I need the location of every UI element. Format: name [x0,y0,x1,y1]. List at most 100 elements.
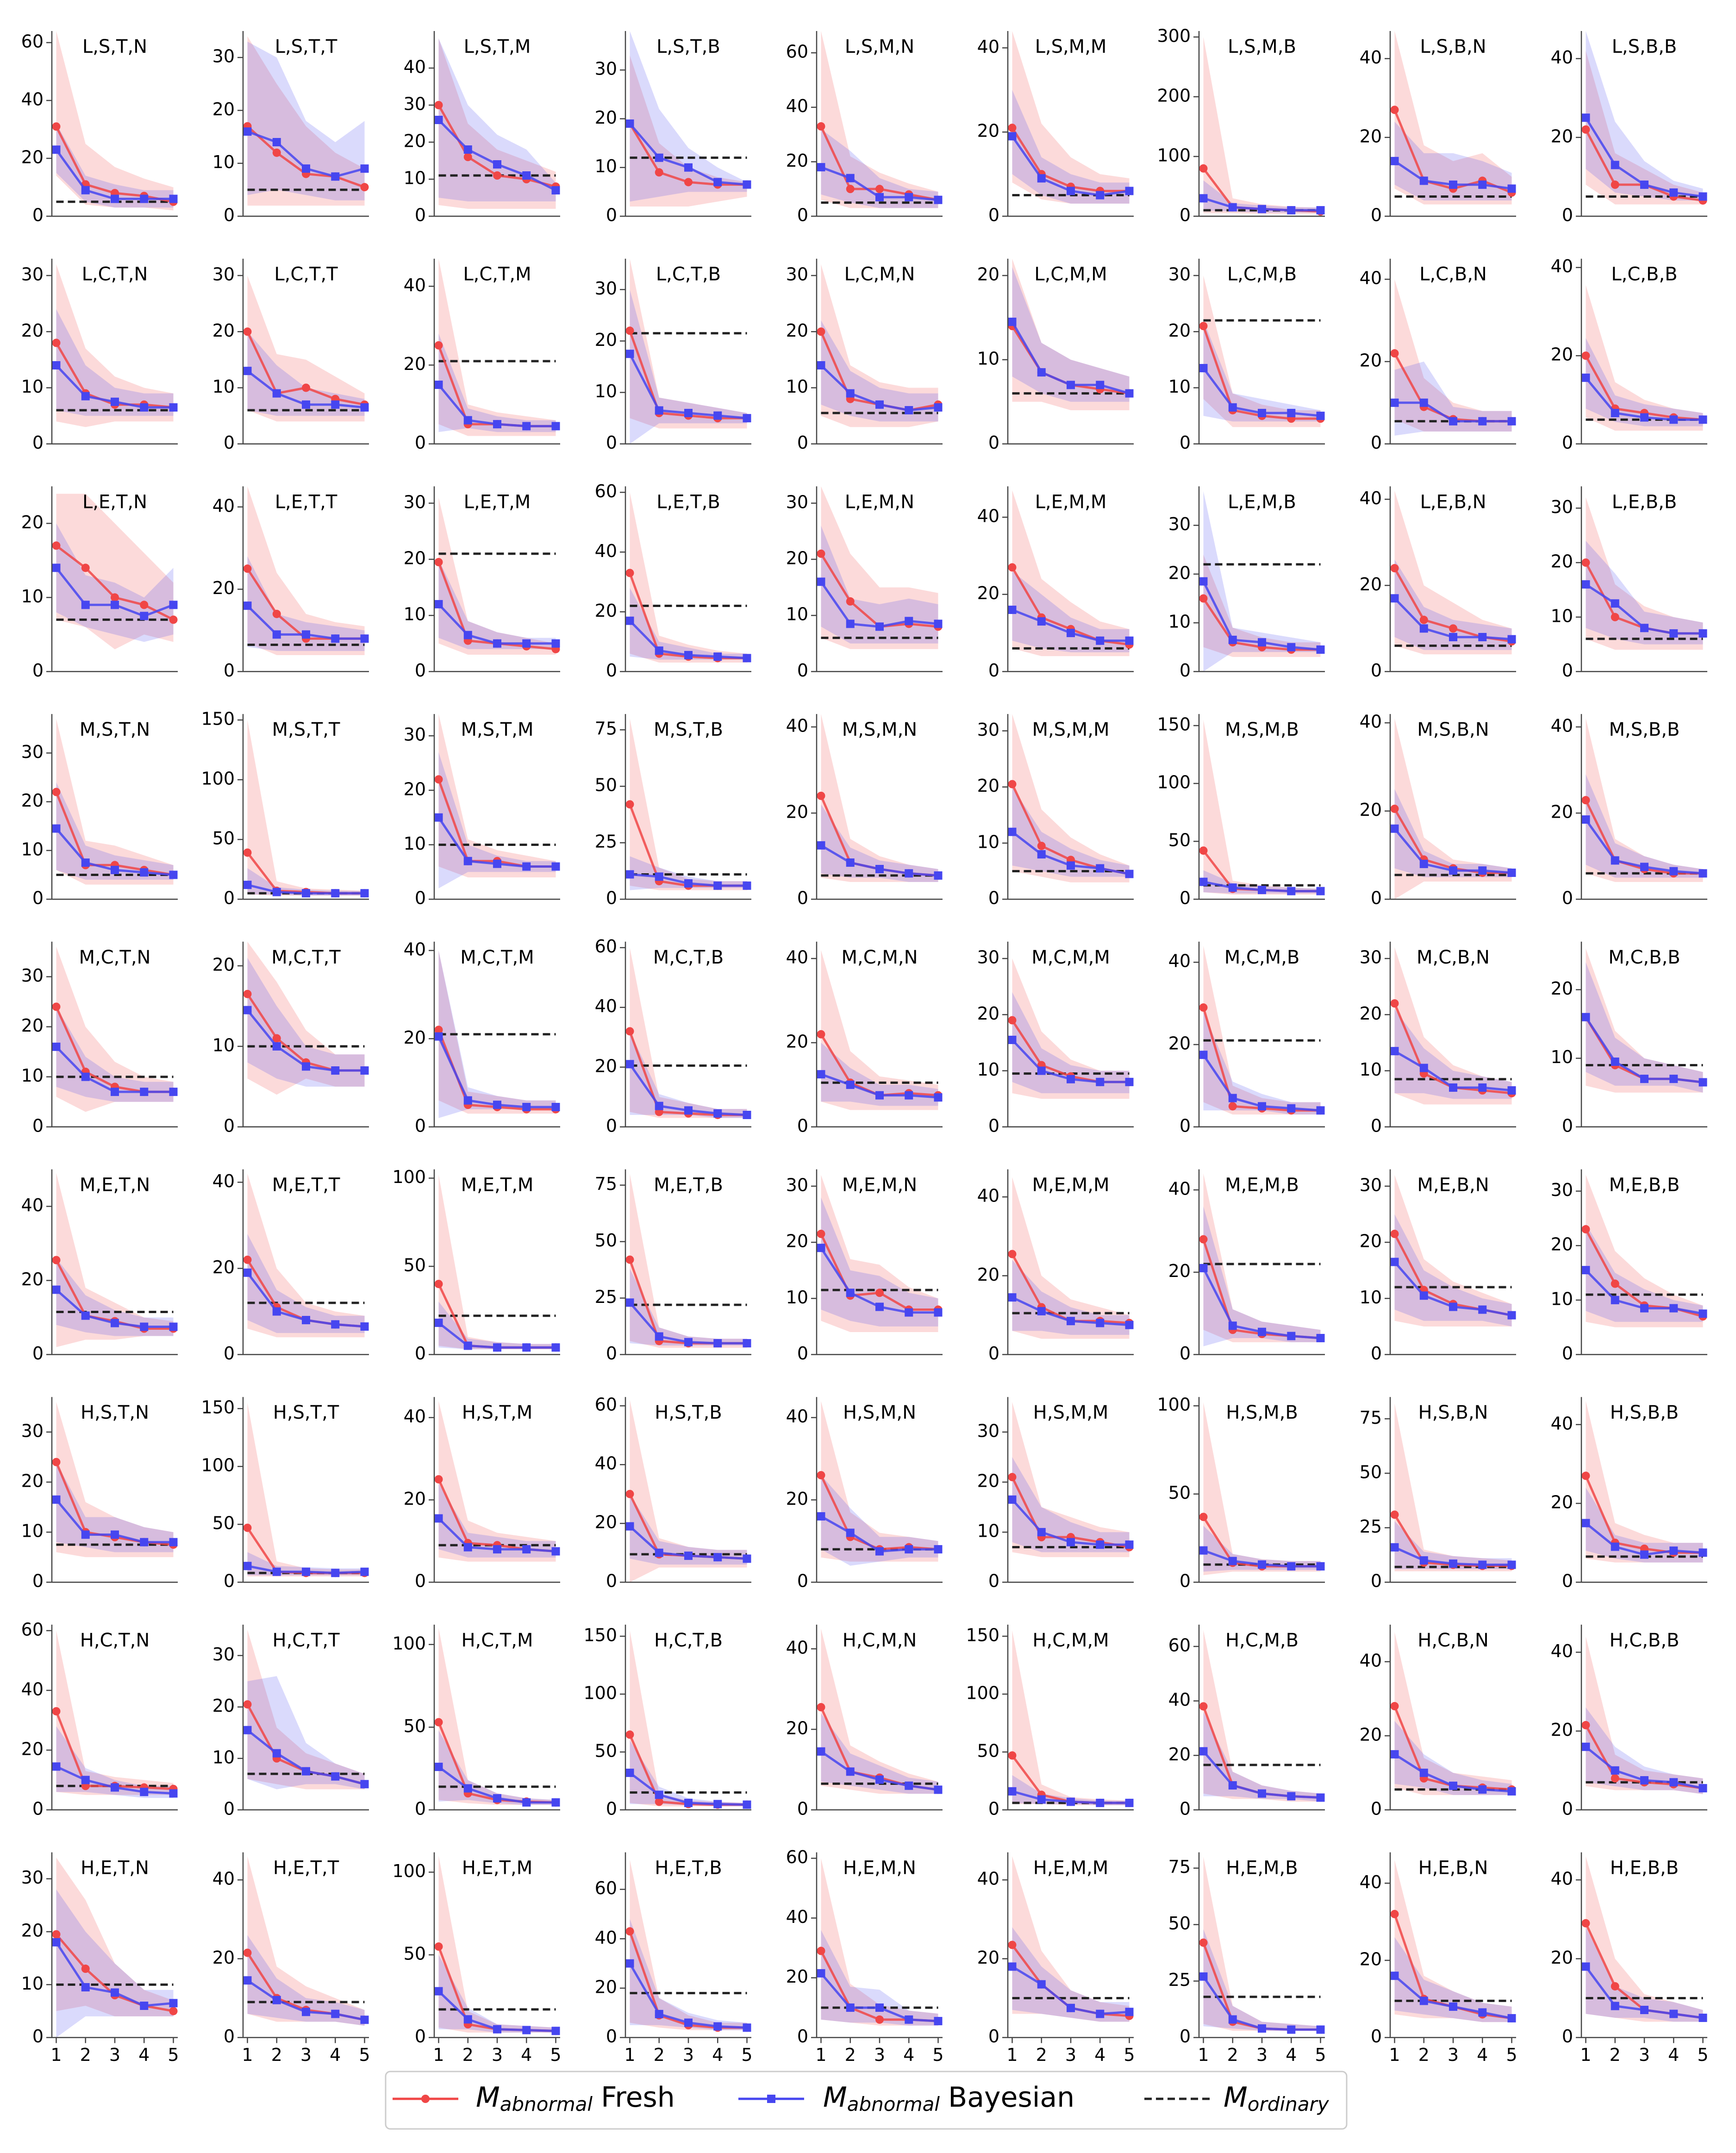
y-tick-label: 60 [595,936,617,957]
x-tick-label: 1 [624,2045,635,2065]
x-tick-label: 2 [1227,2045,1238,2065]
marker [302,1316,310,1325]
y-tick-label: 40 [1551,1869,1573,1889]
marker [434,1280,443,1289]
marker [360,1322,369,1331]
subplot: 0 10 20 30 M,E,B,B [1551,1169,1707,1364]
y-tick-label: 0 [415,1798,426,1819]
band [630,1859,747,2030]
marker [1699,2014,1707,2022]
y-tick-label: 40 [1168,951,1191,971]
band [630,1400,747,1583]
y-tick-label: 30 [1551,1180,1573,1200]
marker [1125,389,1134,398]
y-tick-label: 40 [595,996,617,1016]
x-tick-label: 1 [1580,2045,1591,2065]
marker [1008,606,1017,614]
y-tick-label: 40 [212,495,235,516]
subplot-title: M,C,M,M [1031,947,1110,968]
y-tick-label: 60 [21,31,44,52]
subplot-title: L,S,M,M [1035,36,1107,57]
subplot-title: M,S,T,N [80,719,150,740]
x-tick-label: 4 [903,2045,914,2065]
band [438,559,556,649]
marker [1008,132,1017,141]
marker [360,1780,369,1789]
marker [52,1285,61,1294]
marker [1199,1235,1208,1244]
marker [1228,1321,1237,1330]
y-tick-label: 0 [1180,1798,1191,1819]
marker [493,1545,501,1554]
x-tick-label: 5 [1506,2045,1517,2065]
marker [169,601,178,609]
marker [52,1707,61,1715]
marker [52,1495,61,1504]
y-tick-label: 40 [212,1171,235,1191]
subplot-title: H,C,T,N [80,1630,150,1651]
subplot: 0 20 40 1 2 3 4 5 H,E,T,T [212,1852,370,2065]
band [56,1889,174,2038]
marker [1199,1747,1208,1756]
band [1012,1177,1130,1339]
marker [169,1789,178,1798]
subplot: 0 10 20 L,E,T,N [21,486,178,681]
marker [713,1109,722,1118]
y-tick-label: 20 [212,1696,235,1716]
band [630,1269,747,1346]
subplot: 0 20 40 H,C,B,B [1551,1624,1707,1819]
y-tick-label: 50 [595,1740,617,1761]
y-tick-label: 0 [988,432,999,453]
y-tick-label: 0 [988,1798,999,1819]
y-tick-label: 40 [1360,1872,1382,1892]
x-tick-label: 1 [1389,2045,1400,2065]
marker [243,1562,252,1571]
marker [302,630,310,639]
y-tick-label: 20 [1360,126,1382,146]
subplot-title: L,S,M,N [845,36,914,57]
y-tick-label: 50 [595,775,617,795]
marker [1478,1560,1487,1569]
marker [1008,1035,1017,1044]
subplot-title: L,E,B,N [1420,491,1486,513]
y-tick-label: 20 [1168,1744,1191,1765]
y-tick-label: 30 [786,1175,808,1195]
marker [360,1066,369,1075]
marker [743,180,751,189]
y-tick-label: 50 [977,1740,999,1761]
marker [1507,1787,1516,1796]
y-tick-label: 20 [1360,350,1382,370]
marker [1316,645,1325,654]
subplot: 0 20 40 M,C,M,N [786,941,943,1136]
marker [1067,1538,1075,1546]
x-tick-label: 3 [874,2045,885,2065]
y-tick-label: 0 [797,205,808,225]
y-tick-label: 20 [977,1471,999,1491]
subplot-title: M,E,T,M [461,1175,534,1196]
marker [1228,203,1237,212]
band [247,1402,365,1577]
subplot-title: M,S,M,M [1032,719,1109,740]
y-tick-label: 50 [1168,830,1191,851]
y-tick-label: 10 [1168,612,1191,632]
marker [1125,1798,1134,1807]
subplot: 0 20 40 1 2 3 4 5 H,E,B,N [1360,1852,1517,2065]
x-tick-label: 4 [521,2045,532,2065]
marker [625,616,634,625]
y-tick-label: 30 [21,264,44,285]
marker [551,2027,560,2035]
marker [243,327,252,336]
y-tick-label: 20 [1360,1231,1382,1252]
subplot-title: H,C,T,T [272,1630,340,1651]
subplot: 0 50 100 M,E,T,M [392,1167,560,1364]
marker [1449,2002,1457,2011]
marker [434,600,443,608]
marker [713,178,722,187]
marker [302,1767,310,1776]
x-tick-label: 1 [242,2045,253,2065]
marker [1258,886,1266,895]
band [630,1630,747,1807]
marker [243,564,252,573]
y-tick-label: 100 [1157,145,1191,165]
